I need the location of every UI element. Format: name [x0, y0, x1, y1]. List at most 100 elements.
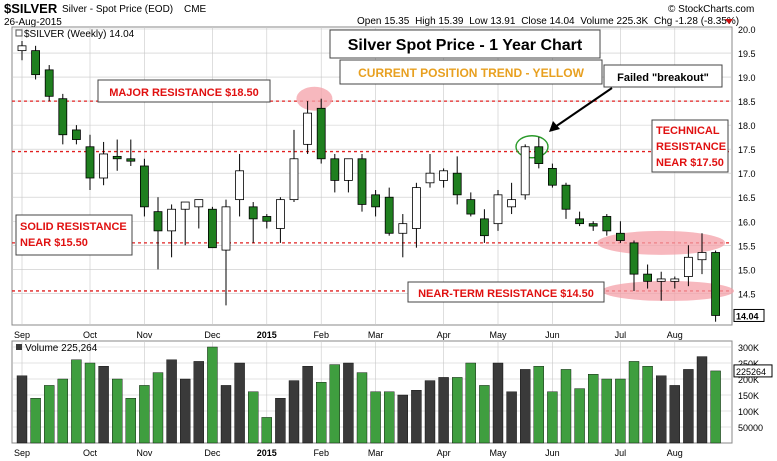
chart-date: 26-Aug-2015: [4, 17, 62, 28]
candle: [575, 211, 584, 227]
candle: [548, 163, 557, 188]
price-tick-label: 16.0: [738, 217, 756, 227]
candle: [139, 158, 149, 217]
x-tick-label: Sep: [14, 330, 30, 340]
technical-resistance-label: TECHNICAL RESISTANCE NEAR $17.50: [651, 119, 729, 173]
volume-bar: [479, 385, 490, 444]
x-tick-label: Oct: [83, 448, 98, 458]
volume-bar: [179, 378, 191, 444]
volume-bar: [520, 369, 531, 444]
price-tick-label: 19.5: [738, 49, 756, 59]
volume-tick-label: 300K: [738, 343, 759, 353]
volume-bar: [465, 362, 476, 444]
ohlc-readout: Open 15.35 High 15.39 Low 13.91 Close 14…: [357, 16, 739, 27]
svg-text:Volume 225,264: Volume 225,264: [25, 343, 98, 354]
x-tick-label: Jun: [545, 448, 560, 458]
candle: [72, 125, 81, 145]
x-tick-label: 2015: [257, 448, 277, 458]
candle: [656, 271, 666, 301]
candle: [684, 245, 693, 287]
volume-bar: [696, 356, 708, 444]
candle: [126, 139, 136, 166]
volume-bar: [288, 380, 300, 444]
volume-bar: [588, 374, 599, 444]
svg-text:MAJOR RESISTANCE $18.50: MAJOR RESISTANCE $18.50: [109, 87, 259, 99]
volume-bar: [111, 378, 123, 444]
price-tick-label: 18.0: [738, 121, 756, 131]
candle: [384, 187, 394, 236]
exchange: CME: [184, 4, 207, 15]
svg-text:NEAR $15.50: NEAR $15.50: [20, 237, 88, 249]
volume-bar: [16, 375, 28, 444]
candle: [58, 93, 68, 145]
major-resistance-label: MAJOR RESISTANCE $18.50: [97, 79, 271, 103]
volume-bar: [710, 370, 721, 444]
candle: [602, 214, 612, 236]
svg-text:225264: 225264: [736, 367, 766, 377]
x-tick-label: May: [489, 448, 507, 458]
candle: [616, 221, 625, 243]
svg-text:SOLID RESISTANCE: SOLID RESISTANCE: [20, 221, 127, 233]
last-price-tag: 14.04: [733, 308, 765, 322]
volume-bar: [125, 398, 137, 444]
candle: [439, 168, 449, 188]
price-tick-label: 19.0: [738, 73, 756, 83]
volume-tick-label: 200K: [738, 375, 759, 385]
price-tick-label: 20.0: [738, 25, 756, 35]
x-tick-label: Feb: [313, 448, 329, 458]
volume-bar: [370, 391, 381, 444]
candle: [507, 182, 517, 215]
resistance-highlight: [602, 280, 734, 301]
candle: [99, 141, 108, 186]
candle: [221, 199, 231, 306]
volume-bar: [247, 391, 259, 444]
candle: [167, 204, 177, 258]
volume-bar: [30, 398, 41, 444]
x-tick-label: Apr: [437, 330, 451, 340]
x-tick-label: Nov: [136, 448, 153, 458]
near-term-resistance-label: NEAR-TERM RESISTANCE $14.50: [407, 281, 605, 303]
volume-bar: [438, 377, 449, 444]
volume-bar: [560, 369, 572, 444]
price-tick-label: 16.5: [738, 193, 756, 203]
volume-bar: [492, 362, 504, 444]
volume-bar: [316, 382, 327, 444]
svg-text:TECHNICAL: TECHNICAL: [656, 125, 720, 137]
candle: [153, 197, 163, 270]
x-tick-label: 2015: [257, 330, 277, 340]
x-tick-label: Sep: [14, 448, 30, 458]
volume-bar: [193, 361, 205, 444]
candle: [207, 206, 217, 249]
resistance-highlight: [597, 230, 726, 255]
volume-bar: [152, 372, 164, 444]
price-tick-label: 15.0: [738, 265, 756, 275]
volume-bar: [139, 385, 150, 444]
candle: [235, 153, 245, 217]
volume-bar: [207, 346, 218, 444]
volume-bar: [329, 364, 340, 444]
candle: [248, 202, 258, 243]
volume-bar: [57, 378, 68, 444]
x-tick-label: Jul: [615, 448, 627, 458]
candle: [520, 144, 530, 200]
x-tick-label: Jul: [615, 330, 627, 340]
price-tick-label: 14.5: [738, 289, 756, 299]
price-tick-label: 17.5: [738, 145, 756, 155]
volume-bar: [302, 366, 313, 444]
chart-title: Silver Spot Price - 1 Year Chart: [348, 37, 583, 54]
candle: [466, 192, 476, 217]
x-tick-label: Jun: [545, 330, 560, 340]
volume-bar: [411, 390, 422, 444]
candle: [711, 250, 720, 322]
x-tick-label: Aug: [667, 330, 683, 340]
last-volume-tag: 225264: [733, 364, 773, 378]
volume-bar: [397, 394, 408, 444]
x-tick-label: Oct: [83, 330, 98, 340]
candle: [697, 233, 707, 275]
series-label: $SILVER (Weekly) 14.04: [15, 29, 135, 40]
candle: [180, 201, 190, 246]
chart-subtitle-box: CURRENT POSITION TREND - YELLOW: [339, 59, 603, 85]
volume-bar: [574, 388, 585, 444]
solid-resistance-label: SOLID RESISTANCE NEAR $15.50: [15, 214, 133, 256]
